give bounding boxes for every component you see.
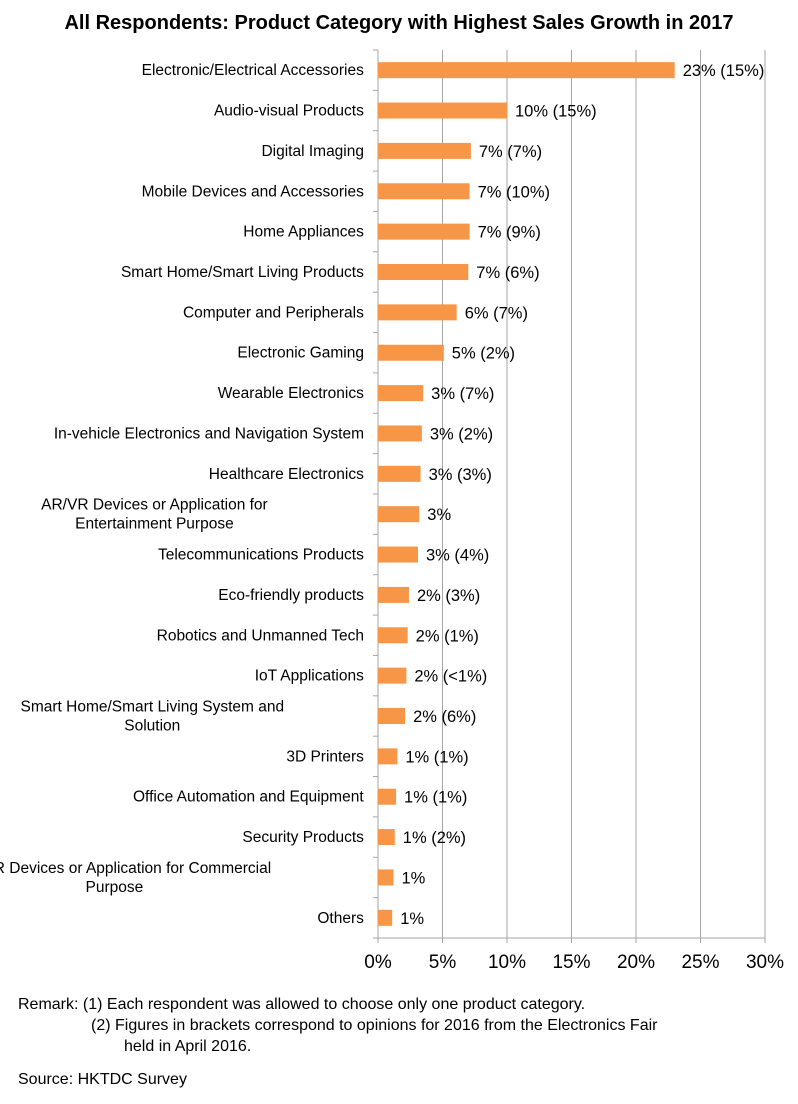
bar [378, 869, 394, 886]
data-label: 3% (4%) [426, 547, 489, 565]
category-label: Eco-friendly products [218, 587, 364, 604]
bar [378, 344, 444, 361]
data-label: 1% (2%) [403, 829, 466, 847]
category-label: Electronic/Electrical Accessories [142, 62, 364, 79]
category-label: Smart Home/Smart Living Products [121, 264, 364, 281]
bar [378, 62, 675, 79]
bar [378, 465, 421, 482]
x-tick-label: 20% [617, 952, 655, 973]
remark-line-3: held in April 2016. [124, 1038, 252, 1055]
x-tick-label: 0% [364, 952, 392, 973]
x-tick-label: 30% [746, 952, 784, 973]
bar [378, 183, 470, 200]
data-label: 1% [401, 869, 425, 887]
bar [378, 829, 395, 846]
data-label: 3% (2%) [430, 425, 493, 443]
category-label: In-vehicle Electronics and Navigation Sy… [54, 425, 364, 442]
data-label: 1% (1%) [404, 789, 467, 807]
data-label: 7% (6%) [476, 264, 539, 282]
bar [378, 909, 393, 926]
x-tick-label: 15% [552, 952, 590, 973]
data-label: 2% (6%) [413, 708, 476, 726]
data-label: 23% (15%) [683, 62, 765, 80]
bar [378, 385, 424, 402]
category-label: Smart Home/Smart Living System and Soluti… [21, 699, 285, 735]
bar-chart: 0% 5% 10% 15% 20% 25% 30% 23% (15%) Electronic/E… [0, 49, 784, 973]
category-label: Mobile Devices and Accessories [142, 183, 365, 200]
remark-line-2: (2) Figures in brackets correspond to op… [91, 1017, 658, 1034]
data-label: 5% (2%) [452, 345, 515, 363]
bar [378, 304, 457, 321]
bar [378, 586, 409, 603]
x-tick-label: 5% [429, 952, 457, 973]
category-label: 3D Printers [286, 748, 364, 765]
category-label: Electronic Gaming [237, 345, 364, 362]
category-label: Healthcare Electronics [209, 466, 364, 483]
bar [378, 627, 408, 644]
data-label: 10% (15%) [515, 103, 597, 121]
category-label: Audio-visual Products [214, 103, 364, 120]
category-label: AR/VR Devices or Application for Commerc… [0, 860, 271, 896]
data-label: 7% (9%) [478, 224, 541, 242]
bar [378, 748, 398, 765]
remark-line-1: Remark: (1) Each respondent was allowed … [18, 996, 586, 1013]
category-label: Home Appliances [243, 224, 364, 241]
data-label: 1% (1%) [405, 748, 468, 766]
bar [378, 546, 418, 563]
bar [378, 142, 471, 159]
data-label: 3% [427, 506, 451, 524]
category-label: Robotics and Unmanned Tech [157, 627, 364, 644]
source-note: Source: HKTDC Survey [18, 1071, 187, 1088]
category-label: Digital Imaging [261, 143, 364, 160]
x-tick-label: 25% [681, 952, 719, 973]
bar [378, 223, 470, 240]
chart-title: All Respondents: Product Category with H… [64, 12, 734, 34]
bar [378, 708, 406, 724]
data-label: 1% [400, 910, 424, 928]
bar [378, 506, 420, 523]
bar [378, 102, 507, 119]
bar [378, 788, 397, 805]
bar [378, 264, 469, 280]
data-label: 2% (<1%) [414, 668, 487, 686]
category-label: Others [317, 910, 364, 927]
category-label: IoT Applications [255, 668, 364, 685]
category-label: Security Products [242, 829, 364, 846]
data-label: 2% (1%) [416, 627, 479, 645]
remarks: Remark: (1) Each respondent was allowed … [18, 994, 657, 1057]
data-label: 3% (7%) [431, 385, 494, 403]
data-label: 6% (7%) [465, 304, 528, 322]
bar [378, 425, 422, 442]
category-label: Office Automation and Equipment [133, 789, 364, 806]
data-label: 7% (7%) [479, 143, 542, 161]
data-label: 2% (3%) [417, 587, 480, 605]
x-tick-label: 10% [488, 952, 526, 973]
category-label: Wearable Electronics [218, 385, 364, 402]
data-label: 3% (3%) [429, 466, 492, 484]
category-label: Computer and Peripherals [183, 304, 364, 321]
category-label: AR/VR Devices or Application for Entertai… [41, 497, 268, 533]
category-label: Telecommunications Products [158, 547, 364, 564]
bar [378, 667, 407, 684]
data-label: 7% (10%) [478, 183, 550, 201]
